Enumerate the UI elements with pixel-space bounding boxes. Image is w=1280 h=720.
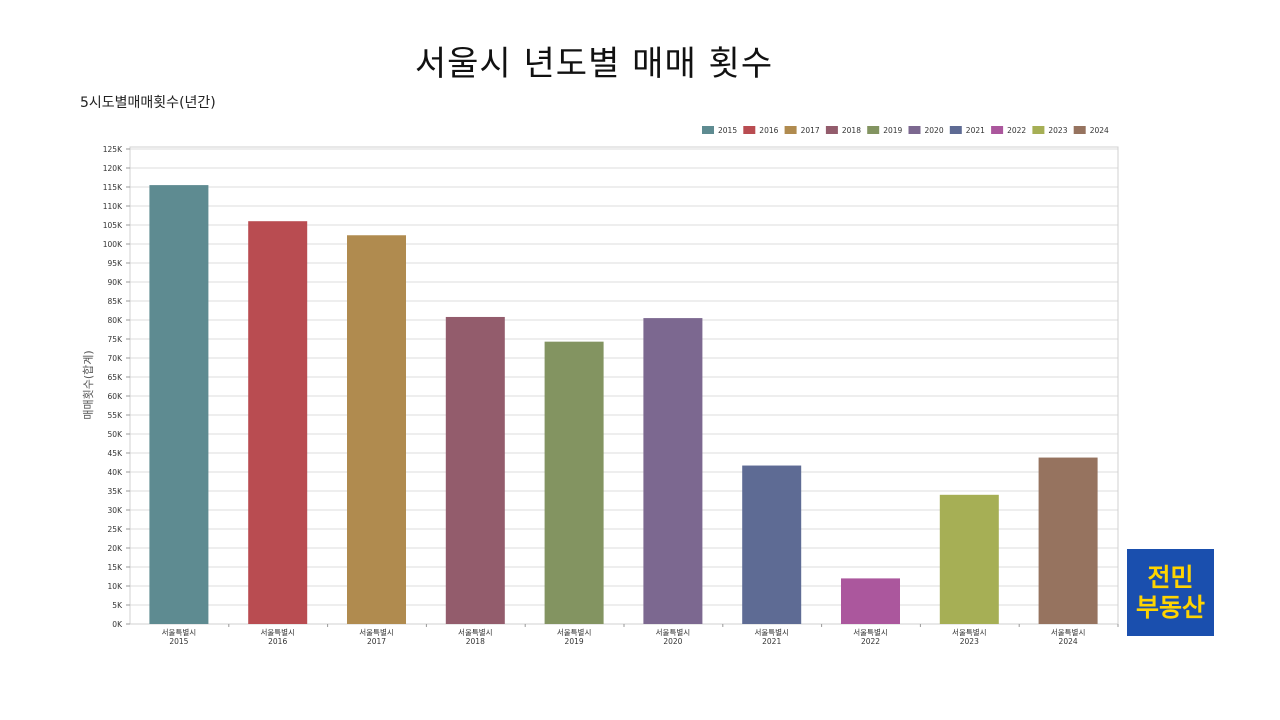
legend-label-2023: 2023 [1048, 126, 1067, 135]
legend-swatch-2018 [825, 126, 838, 134]
y-tick-label: 80K [108, 316, 124, 325]
x-axis: 서울특별시2015서울특별시2016서울특별시2017서울특별시2018서울특별… [162, 624, 1119, 646]
legend-swatch-2017 [784, 126, 797, 134]
x-tick-label-region: 서울특별시 [1051, 627, 1086, 637]
x-tick-label-year: 2023 [960, 637, 979, 646]
y-axis-label: 매매횟수(합계) [82, 350, 95, 419]
y-tick-label: 0K [112, 620, 123, 629]
x-tick-label-region: 서울특별시 [458, 627, 493, 637]
legend-swatch-2020 [908, 126, 921, 134]
x-tick-label-year: 2024 [1059, 637, 1078, 646]
y-axis: 0K 5K 10K 15K 20K 25K 30K 35K 40K 45K 50K 55K 60K 65K… [103, 145, 130, 629]
bar-2021 [742, 465, 802, 624]
y-tick-label: 5K [112, 601, 123, 610]
bars [149, 185, 1098, 624]
x-tick-label-region: 서울특별시 [656, 627, 691, 637]
logo-line-2: 부동산 [1135, 592, 1205, 622]
bar-2020 [643, 318, 703, 624]
y-tick-label: 95K [108, 259, 124, 268]
y-tick-label: 15K [108, 563, 124, 572]
y-tick-label: 75K [108, 335, 124, 344]
x-tick-label-year: 2022 [861, 637, 880, 646]
y-tick-label: 20K [108, 544, 124, 553]
y-tick-label: 120K [103, 164, 123, 173]
bar-2018 [445, 316, 505, 624]
y-tick-label: 100K [103, 240, 123, 249]
legend-label-2024: 2024 [1090, 126, 1109, 135]
legend-label-2022: 2022 [1007, 126, 1026, 135]
logo-line-1: 전민 [1147, 562, 1194, 592]
bar-2024 [1038, 457, 1098, 624]
slide-title: 서울시 년도별 매매 횟수 [414, 44, 774, 84]
x-tick-label-region: 서울특별시 [952, 627, 987, 637]
legend-swatch-2016 [743, 126, 756, 134]
legend-label-2016: 2016 [759, 126, 778, 135]
y-tick-label: 90K [108, 278, 124, 287]
y-tick-label: 60K [108, 392, 124, 401]
x-tick-label-year: 2019 [565, 637, 584, 646]
legend-swatch-2023 [1032, 126, 1045, 134]
x-tick-label-year: 2021 [762, 637, 781, 646]
legend-label-2017: 2017 [801, 126, 820, 135]
chart-subtitle: 5시도별매매횟수(년간) [80, 95, 216, 111]
x-tick-label-region: 서울특별시 [754, 627, 789, 637]
x-tick-label-year: 2015 [169, 637, 188, 646]
y-tick-label: 70K [108, 354, 124, 363]
legend-swatch-2024 [1073, 126, 1086, 134]
bar-2017 [347, 235, 406, 624]
legend-label-2015: 2015 [718, 126, 737, 135]
y-tick-label: 105K [103, 221, 123, 230]
legend-swatch-2015 [702, 126, 714, 134]
legend-label-2021: 2021 [966, 126, 985, 135]
x-tick-label-year: 2020 [663, 637, 682, 646]
y-tick-label: 110K [103, 202, 123, 211]
y-tick-label: 35K [108, 487, 124, 496]
y-tick-label: 115K [103, 183, 123, 192]
brand-logo: 전민 부동산 [1127, 549, 1214, 636]
x-tick-label-region: 서울특별시 [359, 627, 394, 637]
bar-2022 [841, 578, 900, 624]
y-tick-label: 85K [108, 297, 124, 306]
x-tick-label-region: 서울특별시 [853, 627, 888, 637]
bar-2019 [544, 341, 604, 624]
x-tick-label-region: 서울특별시 [260, 627, 295, 637]
x-tick-label-year: 2018 [466, 637, 485, 646]
y-tick-label: 55K [108, 411, 124, 420]
x-tick-label-year: 2016 [268, 637, 287, 646]
y-tick-label: 25K [108, 525, 124, 534]
legend-label-2018: 2018 [842, 126, 861, 135]
y-tick-label: 40K [108, 468, 124, 477]
x-tick-label-year: 2017 [367, 637, 386, 646]
legend-swatch-2022 [991, 126, 1004, 134]
y-tick-label: 10K [108, 582, 124, 591]
bar-2016 [248, 221, 308, 624]
y-tick-label: 65K [108, 373, 124, 382]
bar-2023 [939, 494, 999, 624]
y-tick-label: 125K [103, 145, 123, 154]
y-tick-label: 50K [108, 430, 124, 439]
chart-legend: 2015 2016 2017 2018 2019 2020 2021 2022 2023 2024 [702, 126, 1109, 135]
x-tick-label-region: 서울특별시 [162, 627, 197, 637]
x-tick-label-region: 서울특별시 [557, 627, 592, 637]
y-tick-label: 45K [108, 449, 124, 458]
legend-swatch-2019 [867, 126, 880, 134]
bar-2015 [149, 185, 209, 624]
y-tick-label: 30K [108, 506, 124, 515]
legend-label-2020: 2020 [925, 126, 944, 135]
legend-swatch-2021 [949, 126, 962, 134]
legend-label-2019: 2019 [883, 126, 902, 135]
